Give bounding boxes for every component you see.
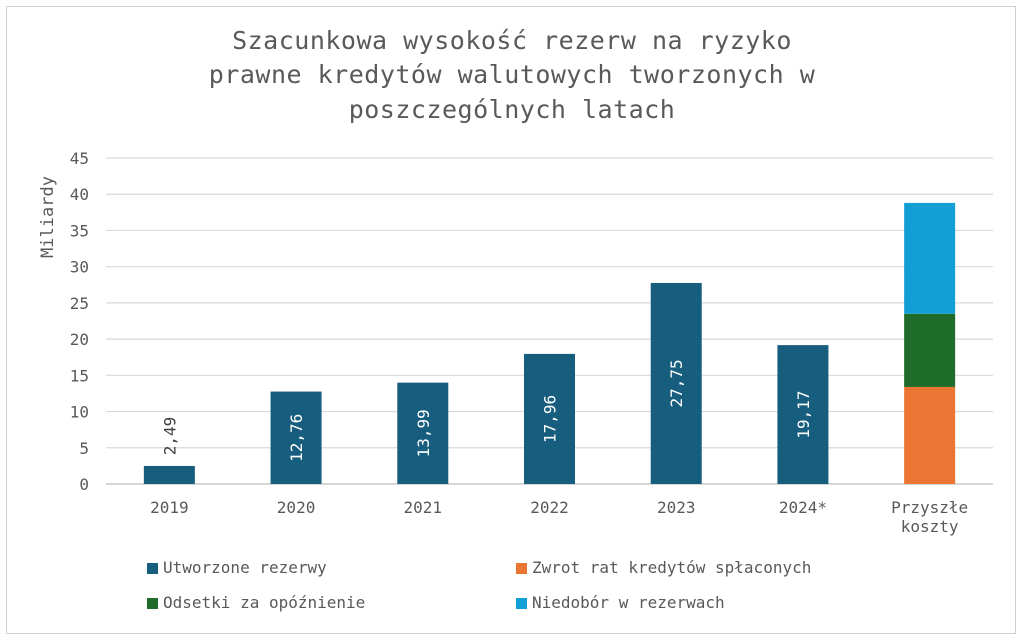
chart-title-line-2: prawne kredytów walutowych tworzonych w xyxy=(208,60,816,89)
x-tick-label-line: Przyszłe xyxy=(891,498,968,517)
bar-utworzone-rezerwy-1 xyxy=(270,391,322,484)
bar-niedob-r-w-rezerwach-6 xyxy=(904,202,956,314)
bar-data-label: 12,76 xyxy=(287,414,306,462)
y-tick-label: 10 xyxy=(70,403,89,422)
y-tick-label: 35 xyxy=(70,221,89,240)
y-tick-label: 5 xyxy=(79,439,89,458)
legend: Utworzone rezerwy Zwrot rat kredytów spła… xyxy=(147,558,811,612)
x-tick-label: 2022 xyxy=(530,498,569,517)
chart-title-line-3: poszczególnych latach xyxy=(348,95,676,124)
y-tick-label: 30 xyxy=(70,258,89,277)
y-tick-label: 20 xyxy=(70,330,89,349)
bar-utworzone-rezerwy-3 xyxy=(524,353,575,484)
y-tick-label: 0 xyxy=(79,475,89,494)
bar-utworzone-rezerwy-4 xyxy=(650,282,702,484)
legend-label: Odsetki za opóźnienie xyxy=(163,593,365,612)
x-tick-label: Przyszłe koszty xyxy=(891,498,968,536)
chart-frame xyxy=(6,6,1016,634)
bar-utworzone-rezerwy-2 xyxy=(397,382,449,484)
legend-swatch xyxy=(147,563,158,574)
legend-label: Niedobór w rezerwach xyxy=(532,593,725,612)
x-tick-label-line: koszty xyxy=(901,517,959,536)
y-tick-label: 15 xyxy=(70,366,89,385)
bar-data-label: 17,96 xyxy=(541,395,560,443)
y-axis-ticks: 0 5 10 15 20 25 30 35 40 45 xyxy=(70,149,89,494)
y-tick-label: 45 xyxy=(70,149,89,168)
bar-data-label: 2,49 xyxy=(160,417,179,456)
x-tick-label: 2019 xyxy=(150,498,189,517)
x-tick-label: 2021 xyxy=(404,498,443,517)
legend-label: Zwrot rat kredytów spłaconych xyxy=(532,558,811,577)
chart-title-line-1: Szacunkowa wysokość rezerw na ryzyko xyxy=(232,26,792,55)
bars xyxy=(143,202,956,484)
legend-swatch xyxy=(147,598,158,609)
y-axis-label: Miliardy xyxy=(38,176,58,258)
x-axis-ticks: 2019 2020 2021 2022 2023 2024* Przyszłe koszty xyxy=(150,498,968,536)
bar-data-label: 27,75 xyxy=(667,359,686,407)
legend-swatch xyxy=(516,598,527,609)
x-tick-label: 2024* xyxy=(779,498,827,517)
bar-utworzone-rezerwy-5 xyxy=(777,345,829,484)
y-tick-label: 25 xyxy=(70,294,89,313)
bar-data-label: 19,17 xyxy=(794,390,813,438)
x-tick-label: 2020 xyxy=(277,498,316,517)
bar-data-labels: 2,49 12,76 13,99 17,96 27,75 19,17 xyxy=(160,359,813,461)
legend-label: Utworzone rezerwy xyxy=(163,558,327,577)
x-tick-label: 2023 xyxy=(657,498,696,517)
bar-data-label: 13,99 xyxy=(414,409,433,457)
bar-zwrot-rat-kredyt-w-sp-aconych-6 xyxy=(904,386,956,484)
bar-utworzone-rezerwy-0 xyxy=(143,465,195,484)
legend-swatch xyxy=(516,563,527,574)
bar-odsetki-za-op-nienie-6 xyxy=(904,313,956,387)
y-tick-label: 40 xyxy=(70,185,89,204)
